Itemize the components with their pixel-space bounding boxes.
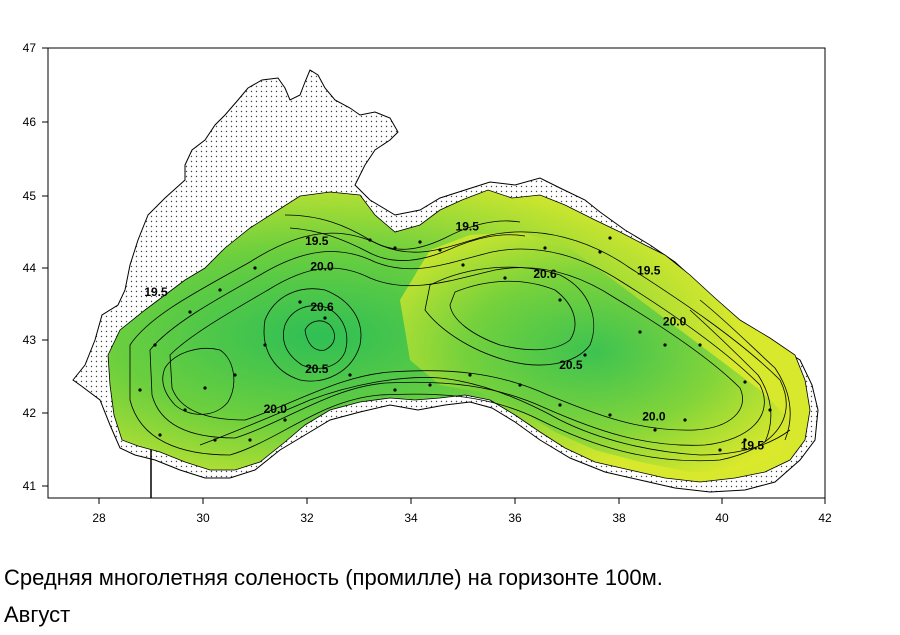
isohaline-label: 19.5 [741, 439, 765, 453]
x-tick-label: 36 [508, 511, 522, 525]
x-tick-label: 42 [818, 511, 832, 525]
east-basin [400, 232, 790, 472]
isohaline-label: 20.0 [642, 409, 666, 423]
y-tick-label: 42 [23, 406, 37, 420]
contour-labels: 19.5 19.5 19.5 20.0 20.6 20.5 20.0 20.6 20.5 20.0… [144, 220, 764, 453]
isohaline-label: 20.0 [264, 402, 288, 416]
isohaline-label: 20.0 [310, 260, 334, 274]
x-tick-label: 40 [715, 511, 729, 525]
map-caption-month: Август [4, 602, 71, 627]
x-tick-label: 34 [404, 511, 418, 525]
y-tick-label: 43 [23, 333, 37, 347]
y-tick-label: 45 [23, 189, 37, 203]
isohaline-label: 20.5 [305, 362, 329, 376]
x-axis [98, 498, 826, 504]
x-tick-label: 30 [196, 511, 210, 525]
isohaline-label: 19.5 [456, 220, 480, 234]
isohaline-label: 20.5 [559, 358, 583, 372]
isohaline-label: 20.6 [310, 300, 334, 314]
x-tick-label: 32 [300, 511, 314, 525]
isohaline-label: 19.5 [144, 285, 168, 299]
map-caption: Средняя многолетняя соленость (промилле)… [4, 565, 663, 590]
station-points [138, 236, 772, 452]
isohaline-label: 19.5 [637, 263, 661, 277]
y-tick-label: 44 [23, 261, 37, 275]
y-tick-label: 41 [23, 479, 37, 493]
isohaline-label: 20.6 [533, 267, 557, 281]
y-tick-label: 46 [23, 115, 37, 129]
x-tick-label: 28 [92, 511, 106, 525]
y-tick-label: 47 [23, 41, 37, 55]
isohaline-label: 20.0 [663, 314, 687, 328]
salinity-map: 28 30 32 34 36 38 40 42 47 46 45 44 43 4… [23, 41, 832, 525]
x-tick-label: 38 [612, 511, 626, 525]
contour-lines [129, 214, 791, 462]
y-axis [42, 47, 48, 487]
isohaline-label: 19.5 [305, 234, 329, 248]
